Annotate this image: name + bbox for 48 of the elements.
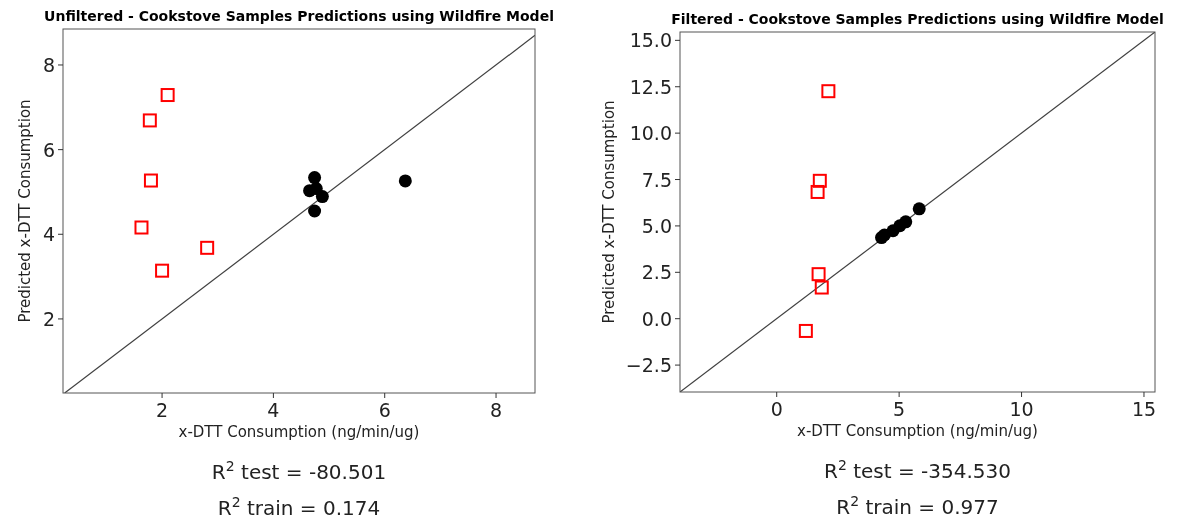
y-axis-title: Predicted x-DTT Consumption [16, 99, 34, 323]
point [811, 267, 826, 282]
point [142, 113, 157, 128]
x-axis-title: x-DTT Consumption (ng/min/ug) [797, 422, 1038, 440]
point [810, 184, 825, 199]
y-tick-label: −2.5 [625, 354, 672, 377]
y-axis-title: Predicted x-DTT Consumption [600, 100, 618, 324]
point [308, 204, 322, 218]
y-tick-label: 2 [42, 307, 55, 330]
point [899, 215, 913, 229]
point [308, 171, 322, 185]
x-tick-label: 15 [1131, 398, 1157, 420]
point [315, 190, 329, 204]
x-axis-title: x-DTT Consumption (ng/min/ug) [178, 423, 420, 441]
x-tick-label: 10 [1009, 398, 1034, 420]
x-tick-label: 2 [156, 399, 169, 421]
y-tick-label: 15.0 [629, 29, 672, 52]
y-tick-label: 12.5 [629, 75, 672, 98]
point [160, 88, 175, 103]
y-tick-label: 4 [42, 223, 55, 246]
point [155, 263, 170, 278]
y-tick-label: 8 [42, 53, 55, 76]
text: R$^{2}$ train = 0.174 [217, 494, 381, 517]
y-tick-label: 10.0 [629, 122, 672, 145]
x-tick-label: 4 [267, 399, 280, 421]
y-tick-label: 5.0 [641, 214, 672, 237]
chart-title: Filtered - Cookstove Samples Predictions using Wildfire Model [671, 11, 1164, 27]
point [821, 84, 836, 99]
x-tick-label: 6 [378, 399, 391, 421]
x-tick-label: 5 [893, 398, 906, 420]
text: R$^{2}$ train = 0.977 [836, 493, 999, 517]
text: R$^{2}$ test = -80.501 [211, 458, 387, 484]
chart-title: Unfiltered - Cookstove Samples Predictions using Wildfire Model [44, 8, 554, 24]
point [812, 173, 827, 188]
point [398, 174, 412, 188]
point [134, 220, 149, 235]
y-tick-label: 6 [42, 138, 55, 161]
x-tick-label: 8 [489, 399, 503, 421]
point [912, 202, 926, 216]
y-tick-label: 7.5 [641, 168, 672, 191]
y-tick-label: 0.0 [641, 307, 672, 330]
text: R$^{2}$ test = -354.530 [824, 457, 1011, 483]
x-tick-label: 0 [770, 398, 783, 420]
point [798, 323, 813, 338]
point [143, 173, 158, 188]
point [200, 240, 215, 255]
point [814, 280, 829, 295]
y-tick-label: 2.5 [641, 261, 672, 284]
